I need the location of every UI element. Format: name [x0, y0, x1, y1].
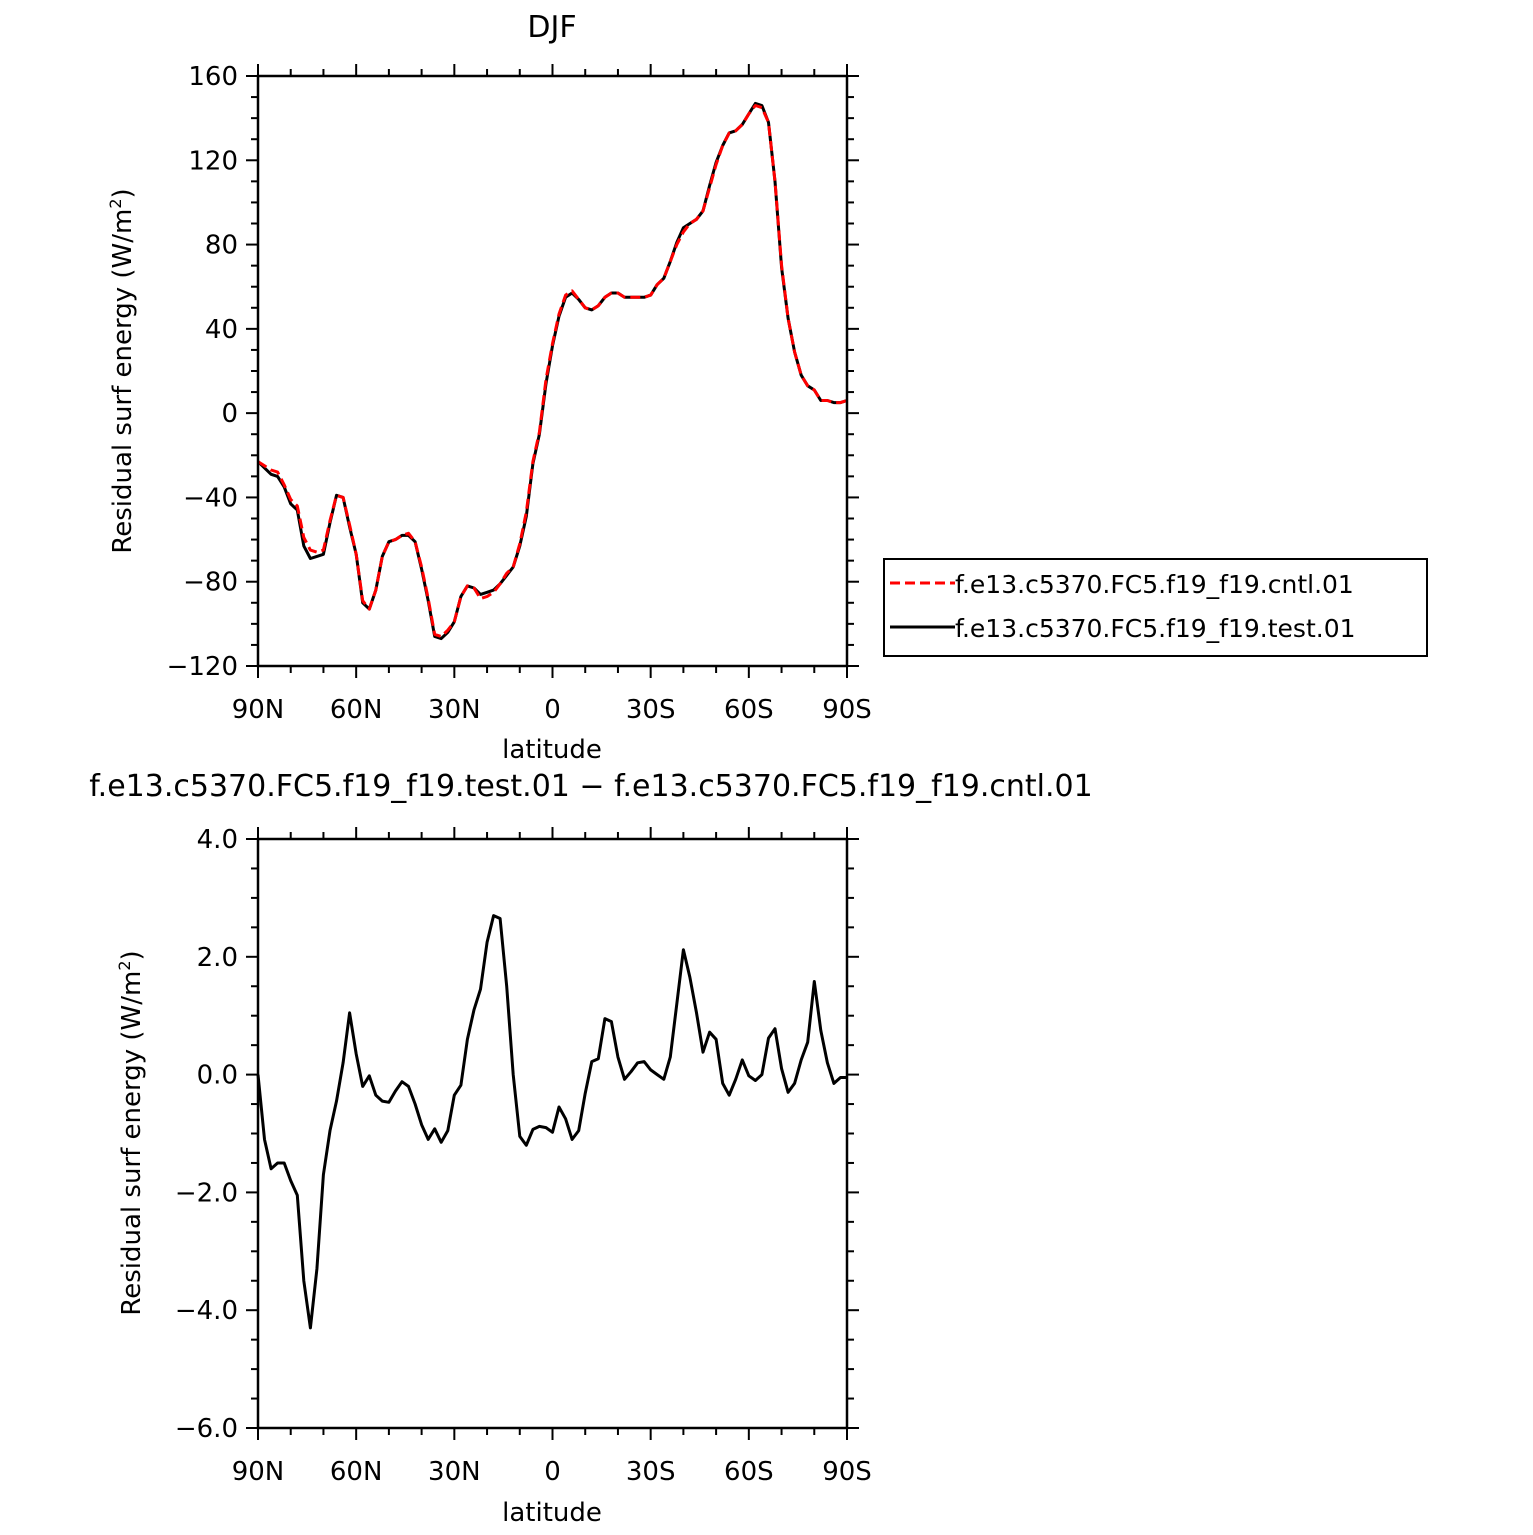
difference-x-tick-label: 60S	[724, 1457, 774, 1487]
legend: f.e13.c5370.FC5.f19_f19.cntl.01 f.e13.c5…	[883, 558, 1428, 657]
djf-y-tick-label: −40	[183, 483, 238, 513]
djf-plot-frame	[256, 74, 849, 668]
difference-x-tick-label: 30S	[626, 1457, 676, 1487]
djf-axis-ticks: 90N 60N 30N 0 30S 60S 90S −120 −80 −40 0 40 80 120 160	[167, 62, 872, 725]
djf-y-tick-label: 40	[205, 315, 238, 345]
difference-y-tick-label: 0.0	[197, 1061, 238, 1091]
djf-x-tick-label: 30S	[626, 695, 676, 725]
djf-x-tick-label: 0	[544, 695, 561, 725]
difference-x-tick-label: 90N	[232, 1457, 285, 1487]
djf-y-axis-label: Residual surf energy (W/m2)	[106, 188, 138, 553]
difference-x-tick-label: 30N	[428, 1457, 481, 1487]
djf-y-tick-label: −120	[167, 652, 238, 682]
difference-y-axis-label-close: )	[117, 950, 147, 960]
djf-x-tick-label: 90S	[822, 695, 872, 725]
difference-x-axis-label: latitude	[502, 1498, 602, 1528]
djf-series-layer	[256, 101, 848, 641]
difference-y-tick-label: −2.0	[175, 1178, 238, 1208]
djf-y-axis-label-superscript: 2	[106, 198, 125, 208]
djf-x-axis-label: latitude	[502, 735, 602, 765]
difference-x-tick-label: 60N	[330, 1457, 383, 1487]
djf-x-tick-label: 90N	[232, 695, 285, 725]
djf-y-tick-label: −80	[183, 568, 238, 598]
djf-x-tick-label: 60N	[330, 695, 383, 725]
legend-box	[883, 558, 1428, 657]
djf-x-tick-label: 60S	[724, 695, 774, 725]
djf-y-tick-label: 160	[188, 62, 238, 92]
difference-y-tick-label: −6.0	[175, 1414, 238, 1444]
difference-series-line	[256, 914, 847, 1330]
difference-y-tick-label: −4.0	[175, 1296, 238, 1326]
difference-y-tick-label: 2.0	[197, 943, 238, 973]
difference-y-axis-label: Residual surf energy (W/m2)	[115, 950, 147, 1315]
djf-y-tick-label: 0	[221, 399, 238, 429]
djf-y-tick-label: 80	[205, 231, 238, 261]
test-series-line	[256, 101, 848, 641]
difference-x-tick-label: 0	[544, 1457, 561, 1487]
difference-series-layer	[256, 914, 847, 1330]
difference-panel: f.e13.c5370.FC5.f19_f19.test.01 − f.e13.…	[89, 769, 1092, 1528]
difference-axis-ticks: 90N 60N 30N 0 30S 60S 90S −6.0 −4.0 −2.0 0.0 2.0 4.0	[175, 825, 872, 1487]
cntl-series-line	[257, 104, 848, 638]
difference-x-tick-label: 90S	[822, 1457, 872, 1487]
djf-y-tick-label: 120	[188, 146, 238, 176]
djf-title: DJF	[527, 10, 576, 45]
legend-test-label: f.e13.c5370.FC5.f19_f19.test.01	[955, 614, 1356, 643]
djf-x-tick-label: 30N	[428, 695, 481, 725]
djf-y-axis-label-text: Residual surf energy (W/m	[108, 209, 138, 554]
difference-y-axis-label-text: Residual surf energy (W/m	[117, 971, 147, 1316]
difference-y-axis-label-superscript: 2	[115, 960, 134, 970]
djf-y-axis-label-close: )	[108, 188, 138, 198]
difference-y-tick-label: 4.0	[197, 825, 238, 855]
djf-panel: DJF 90N 60N 30N 0 30S 60S 90S −120 −80 −40 0 40 80 12…	[106, 10, 1428, 765]
legend-cntl-label: f.e13.c5370.FC5.f19_f19.cntl.01	[955, 570, 1354, 599]
difference-title: f.e13.c5370.FC5.f19_f19.test.01 − f.e13.…	[89, 769, 1092, 804]
